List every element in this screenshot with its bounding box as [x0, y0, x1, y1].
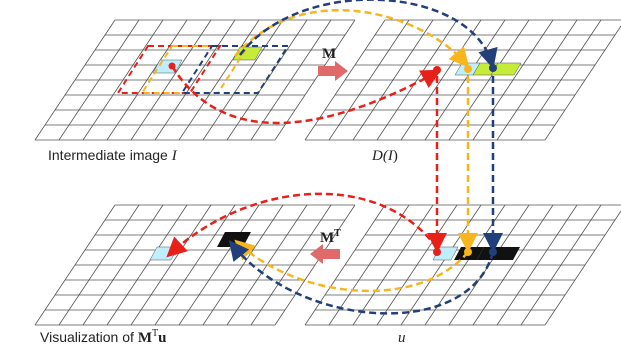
grid-line-v	[424, 19, 506, 141]
grid-line-v	[202, 204, 284, 326]
dashed-windows	[116, 45, 290, 94]
grid-line-v	[328, 204, 410, 326]
dot-red-u	[433, 248, 441, 256]
flow-arrows	[166, 0, 503, 315]
grid-intermediate-image	[34, 19, 356, 141]
grid-line-v	[178, 204, 260, 326]
grid-line-v	[58, 204, 140, 326]
grid-line-v	[448, 19, 530, 141]
grid-line-v	[376, 204, 458, 326]
dot-navy-u	[489, 248, 497, 256]
arrow-navy-top	[239, 0, 498, 69]
dot-orange-u	[464, 248, 472, 256]
grid-line-v	[544, 25, 621, 141]
grid-line-v	[58, 19, 140, 141]
dot-red-intermediate	[168, 62, 176, 70]
dots	[168, 62, 497, 256]
grid-line-v	[82, 204, 164, 326]
grid-line-v	[250, 19, 332, 141]
cell-black-u-2	[477, 247, 520, 260]
window-navy	[180, 45, 290, 94]
grid-line-v	[352, 204, 434, 326]
m-arrow-icon	[318, 61, 348, 81]
caption-u: u	[398, 330, 406, 346]
arrow-red-top	[170, 65, 442, 125]
grid-line-v	[130, 204, 212, 326]
grid-line-v	[82, 19, 164, 141]
caption-intermediate: Intermediate image I	[48, 147, 178, 164]
grid-line-v	[274, 204, 356, 326]
dot-navy-d	[489, 64, 497, 72]
caption-d-of-i: D(I)	[371, 148, 398, 164]
dot-orange-d	[464, 65, 472, 73]
grid-line-v	[472, 19, 554, 141]
grid-line-v	[154, 19, 236, 141]
grid-line-v	[178, 19, 260, 141]
cell-black-vis	[217, 232, 251, 247]
grid-line-v	[496, 204, 578, 326]
grid-line-v	[520, 19, 602, 141]
grid-u	[304, 204, 621, 326]
grid-line-v	[496, 19, 578, 141]
grid-line-v	[106, 19, 188, 141]
grid-line-v	[544, 210, 621, 326]
grid-line-v	[106, 204, 188, 326]
grid-line-v	[34, 204, 116, 326]
grid-line-v	[202, 19, 284, 141]
grid-line-v	[250, 204, 332, 326]
grid-line-v	[274, 19, 356, 141]
arrow-orange-bottom	[234, 239, 469, 293]
grid-line-v	[304, 19, 386, 141]
grid-line-v	[352, 19, 434, 141]
grid-visualization	[34, 204, 356, 326]
grid-d-of-i	[304, 19, 621, 141]
grid-line-v	[130, 19, 212, 141]
grid-line-v	[328, 19, 410, 141]
dot-red-d	[433, 66, 441, 74]
arrow-red-bottom	[166, 192, 439, 258]
arrow-orange-top	[234, 9, 470, 68]
grid-line-v	[34, 19, 116, 141]
cell-cyan-intermediate	[152, 59, 183, 74]
mt-label: MT	[320, 228, 341, 246]
grid-line-v	[304, 204, 386, 326]
arrow-navy-bottom	[228, 240, 495, 315]
operator-arrows	[310, 61, 348, 264]
mt-arrow-icon	[310, 244, 340, 264]
grid-line-v	[472, 204, 554, 326]
caption-visualization: Visualization of MTu	[40, 328, 166, 346]
grid-line-v	[520, 204, 602, 326]
grid-line-v	[376, 19, 458, 141]
grid-line-v	[154, 204, 236, 326]
m-label: M	[322, 46, 336, 62]
